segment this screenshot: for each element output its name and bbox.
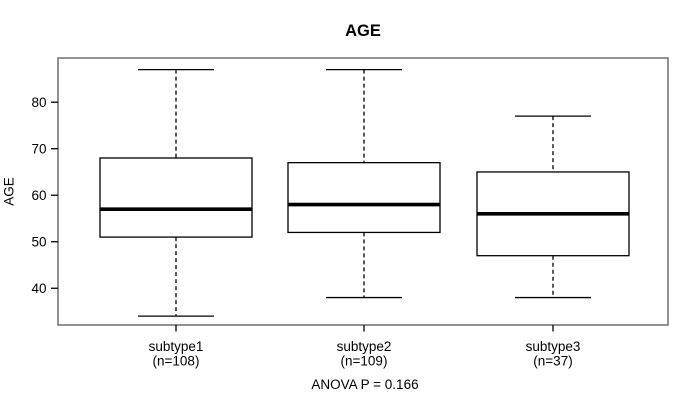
y-tick-label: 80 bbox=[31, 95, 46, 110]
iqr-box bbox=[99, 157, 253, 238]
group-label: subtype1 bbox=[149, 339, 204, 354]
box-group bbox=[99, 68, 253, 317]
chart-title: AGE bbox=[345, 22, 381, 40]
box-group bbox=[476, 115, 630, 299]
group-label: subtype2 bbox=[337, 339, 392, 354]
y-tick-label: 70 bbox=[31, 141, 46, 156]
y-tick-label: 60 bbox=[31, 188, 46, 203]
group-label: subtype3 bbox=[526, 339, 581, 354]
iqr-box bbox=[287, 162, 441, 234]
y-axis-title: AGE bbox=[2, 177, 17, 206]
y-tick-label: 40 bbox=[31, 281, 46, 296]
group-n-label: (n=108) bbox=[153, 354, 200, 369]
y-tick-label: 50 bbox=[31, 234, 46, 249]
boxplot-series bbox=[99, 68, 630, 317]
group-n-label: (n=37) bbox=[533, 354, 572, 369]
group-n-label: (n=109) bbox=[341, 354, 388, 369]
box-group bbox=[287, 68, 441, 299]
x-axis: subtype1(n=108) subtype2(n=109) subtype3(n… bbox=[149, 325, 581, 369]
y-axis: 40 50 60 70 80 bbox=[31, 95, 58, 296]
anova-annotation: ANOVA P = 0.166 bbox=[311, 377, 418, 392]
plot-border bbox=[57, 57, 669, 326]
